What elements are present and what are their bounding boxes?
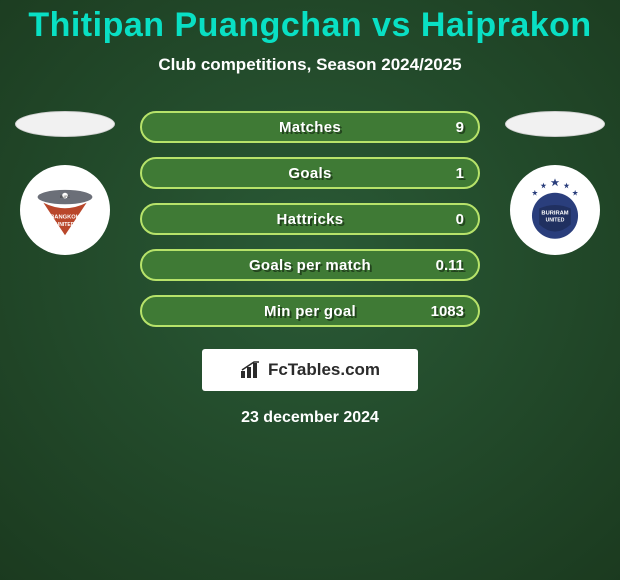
stat-value: 0.11 (436, 257, 464, 274)
svg-text:BANGKOK: BANGKOK (50, 215, 81, 221)
stat-label: Hattricks (277, 211, 344, 228)
stat-bar: Hattricks 0 (140, 203, 480, 235)
right-player-avatar (505, 111, 605, 137)
right-player-column: BURIRAM UNITED (500, 111, 610, 255)
stat-value: 0 (456, 211, 464, 228)
svg-text:UNITED: UNITED (56, 222, 75, 228)
stat-value: 1 (456, 165, 464, 182)
left-player-avatar (15, 111, 115, 137)
left-club-badge: BANGKOK UNITED BUFC (20, 165, 110, 255)
stat-label: Min per goal (264, 303, 356, 320)
stat-value: 1083 (431, 303, 464, 320)
stat-bar: Goals 1 (140, 157, 480, 189)
stat-bar: Matches 9 (140, 111, 480, 143)
left-player-column: BANGKOK UNITED BUFC (10, 111, 120, 255)
stat-bar: Goals per match 0.11 (140, 249, 480, 281)
right-club-badge: BURIRAM UNITED (510, 165, 600, 255)
stat-bar: Min per goal 1083 (140, 295, 480, 327)
bangkok-united-crest-icon: BANGKOK UNITED BUFC (29, 174, 101, 246)
subtitle: Club competitions, Season 2024/2025 (0, 55, 620, 75)
date-text: 23 december 2024 (0, 409, 620, 427)
svg-text:BURIRAM: BURIRAM (541, 210, 568, 216)
page-title: Thitipan Puangchan vs Haiprakon (0, 6, 620, 45)
stats-column: Matches 9 Goals 1 Hattricks 0 Goals per match 0… (140, 111, 480, 327)
stat-label: Goals (288, 165, 331, 182)
svg-text:BUFC: BUFC (60, 195, 70, 199)
svg-text:UNITED: UNITED (546, 218, 565, 224)
stat-label: Goals per match (249, 257, 371, 274)
stat-label: Matches (279, 119, 341, 136)
buriram-united-crest-icon: BURIRAM UNITED (519, 174, 591, 246)
brand-box[interactable]: FcTables.com (202, 349, 418, 391)
bar-chart-icon (240, 361, 262, 379)
brand-text: FcTables.com (268, 360, 380, 380)
comparison-card: Thitipan Puangchan vs Haiprakon Club com… (0, 0, 620, 427)
stat-value: 9 (456, 119, 464, 136)
comparison-row: BANGKOK UNITED BUFC Matches 9 Goals 1 Hattri… (0, 111, 620, 327)
